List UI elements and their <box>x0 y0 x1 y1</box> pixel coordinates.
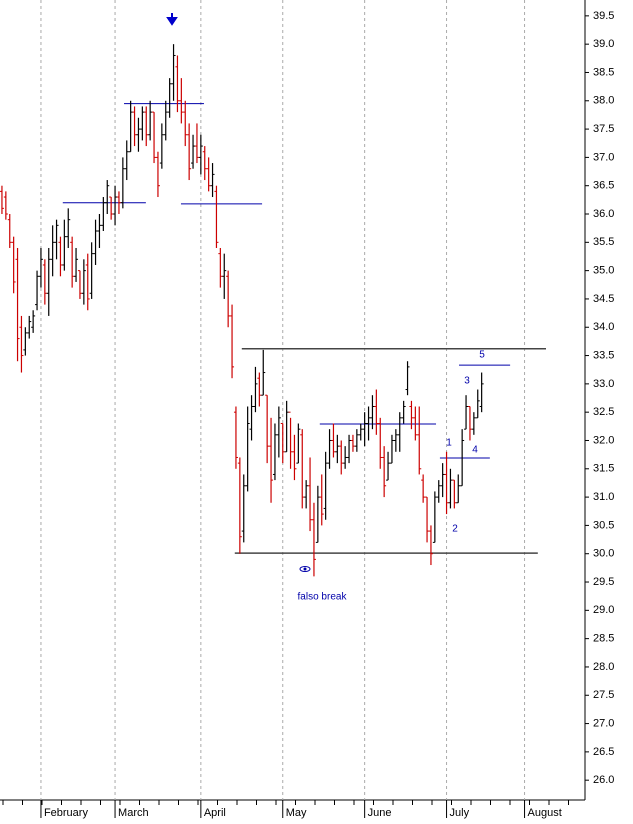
eye-icon <box>299 566 311 572</box>
y-tick-label: 39.5 <box>593 10 614 22</box>
y-tick-label: 33.5 <box>593 349 614 361</box>
y-tick-label: 32.0 <box>593 434 614 446</box>
peak-arrow <box>166 13 178 26</box>
y-tick-label: 26.5 <box>593 746 614 758</box>
x-tick-label: March <box>118 807 149 819</box>
x-tick-label: February <box>44 807 89 819</box>
y-tick-label: 37.0 <box>593 151 614 163</box>
x-tick-label: May <box>286 807 307 819</box>
x-tick-label: July <box>450 807 470 819</box>
y-tick-label: 31.0 <box>593 491 614 503</box>
y-tick-label: 36.5 <box>593 180 614 192</box>
annotation: 2 <box>452 524 458 535</box>
annotation: 5 <box>479 350 485 361</box>
y-tick-label: 38.0 <box>593 95 614 107</box>
y-tick-label: 29.5 <box>593 576 614 588</box>
annotation: falso break <box>298 592 348 603</box>
y-tick-label: 27.0 <box>593 717 614 729</box>
y-tick-label: 37.5 <box>593 123 614 135</box>
y-tick-label: 27.5 <box>593 689 614 701</box>
x-tick-label: April <box>204 807 226 819</box>
y-tick-label: 34.5 <box>593 293 614 305</box>
y-tick-label: 28.0 <box>593 661 614 673</box>
y-tick-label: 36.0 <box>593 208 614 220</box>
y-tick-label: 35.0 <box>593 265 614 277</box>
x-tick-label: August <box>528 807 562 819</box>
y-tick-label: 34.0 <box>593 321 614 333</box>
y-tick-label: 30.5 <box>593 519 614 531</box>
annotation: 4 <box>472 445 478 456</box>
y-tick-label: 30.0 <box>593 548 614 560</box>
y-tick-label: 29.0 <box>593 604 614 616</box>
y-tick-label: 38.5 <box>593 66 614 78</box>
y-tick-label: 31.5 <box>593 463 614 475</box>
y-tick-label: 39.0 <box>593 38 614 50</box>
y-tick-label: 32.5 <box>593 406 614 418</box>
annotation: 3 <box>464 376 470 387</box>
y-tick-label: 28.5 <box>593 633 614 645</box>
annotation: 1 <box>446 438 452 449</box>
y-tick-label: 26.0 <box>593 774 614 786</box>
x-tick-label: June <box>368 807 392 819</box>
y-tick-label: 35.5 <box>593 236 614 248</box>
y-tick-label: 33.0 <box>593 378 614 390</box>
